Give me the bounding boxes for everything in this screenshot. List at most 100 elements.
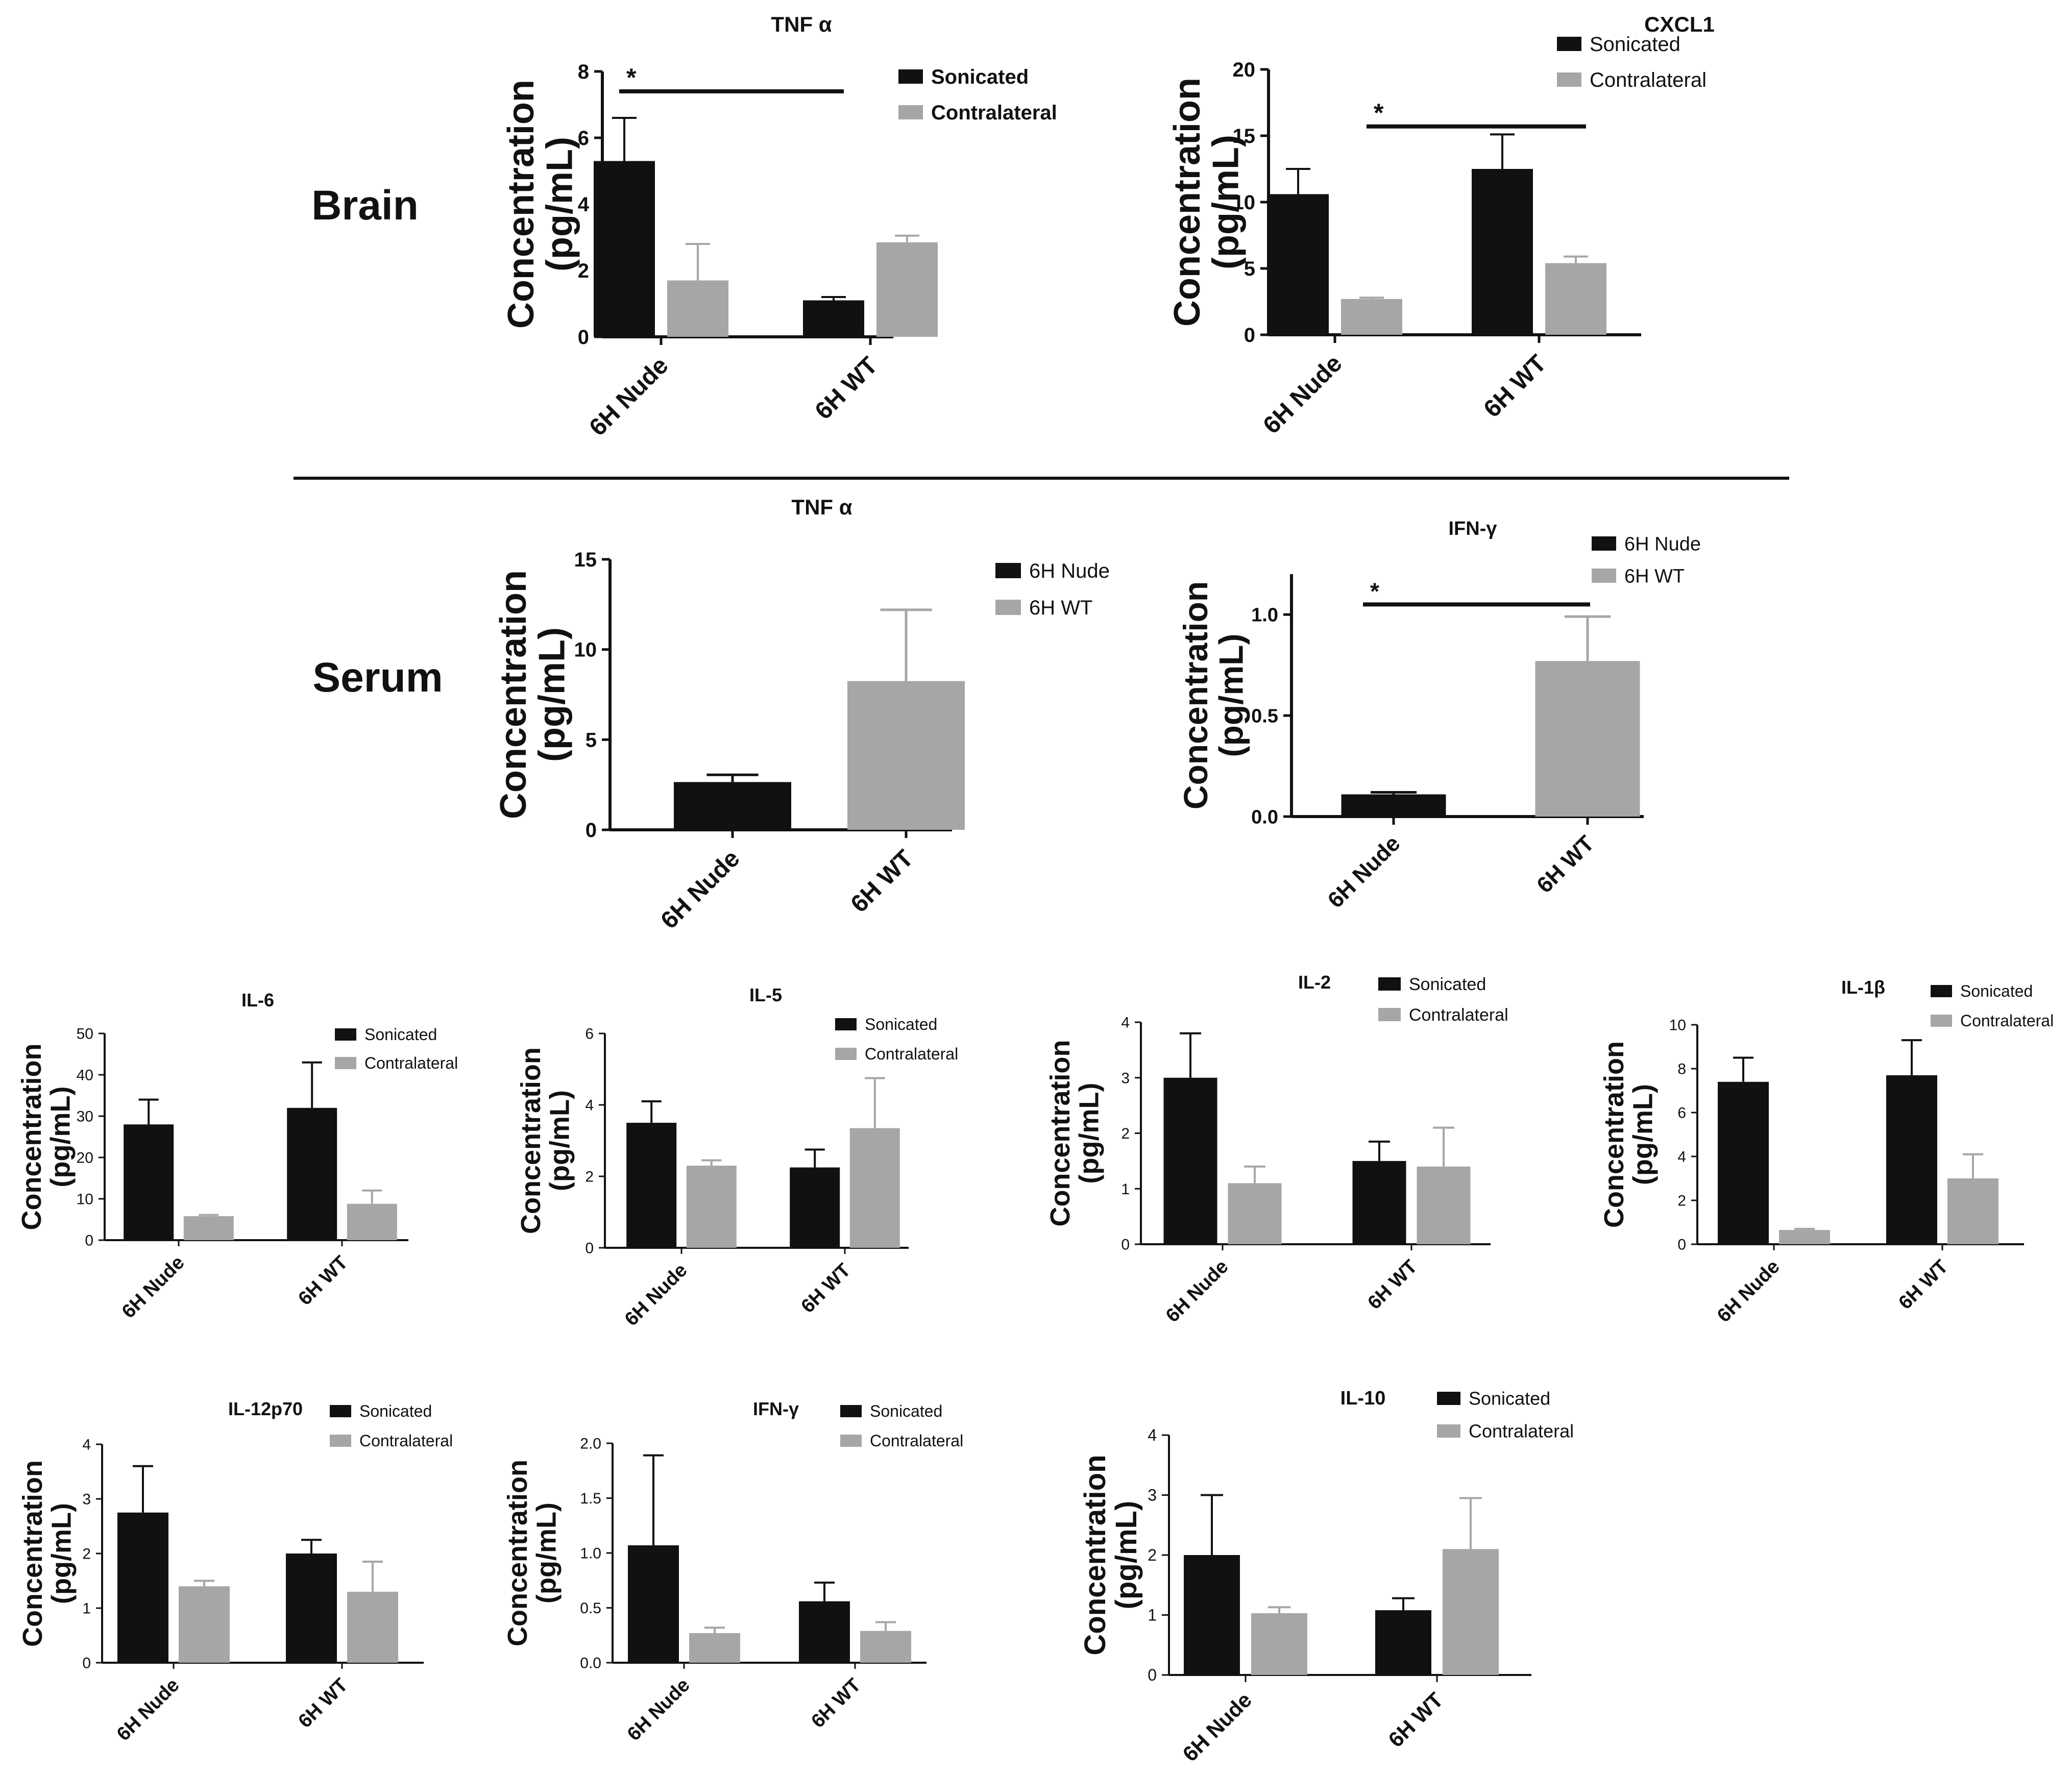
y-tick-label: 0 xyxy=(1244,324,1255,347)
x-tick-label: 6H Nude xyxy=(1713,1256,1784,1327)
y-tick-label: 0 xyxy=(1121,1237,1130,1253)
bar-6h-nude xyxy=(1341,794,1446,817)
y-tick-label: 4 xyxy=(585,1097,594,1114)
legend-label: Contralateral xyxy=(364,1054,458,1072)
legend-swatch-sonicated xyxy=(1437,1392,1460,1405)
y-tick-label: 10 xyxy=(574,639,597,661)
bar-sonicated-6h-nude xyxy=(117,1512,168,1663)
y-tick-label: 8 xyxy=(578,61,589,83)
y-tick-label: 2 xyxy=(1677,1193,1686,1210)
bar-contralateral-6h-wt xyxy=(347,1591,398,1663)
chart-title: IL-12p70 xyxy=(228,1398,303,1419)
legend-label: Contralateral xyxy=(870,1432,963,1450)
y-tick-label: 0 xyxy=(1677,1237,1686,1253)
bar-sonicated-6h-wt xyxy=(287,1107,337,1240)
bar-sonicated-6h-nude xyxy=(626,1123,677,1248)
y-axis-label-line: Concentration xyxy=(501,80,542,329)
legend-label: Sonicated xyxy=(1960,982,2033,1000)
y-tick-label: 3 xyxy=(1121,1070,1130,1087)
y-axis-label-line: (pg/mL) xyxy=(1212,634,1250,757)
bar-sonicated-6h-wt xyxy=(790,1167,840,1248)
y-tick-label: 15 xyxy=(574,549,597,571)
significance-star: * xyxy=(1374,98,1384,127)
legend-swatch-sonicated xyxy=(1378,977,1401,991)
y-tick-label: 4 xyxy=(1148,1426,1157,1444)
bar-contralateral-6h-nude xyxy=(1341,299,1402,335)
y-axis-label: Concentration(pg/mL) xyxy=(1599,1041,1659,1228)
y-axis-label-line: (pg/mL) xyxy=(1206,135,1247,269)
y-tick-label: 5 xyxy=(1244,258,1255,280)
y-axis-label: Concentration(pg/mL) xyxy=(1079,1454,1143,1655)
legend-label: Sonicated xyxy=(865,1015,937,1033)
legend-label: Sonicated xyxy=(931,66,1029,88)
chart-title: IFN-γ xyxy=(753,1398,799,1419)
y-tick-label: 40 xyxy=(77,1067,93,1084)
y-axis-label: Concentration(pg/mL) xyxy=(17,1460,77,1647)
y-tick-label: 0 xyxy=(578,326,589,349)
y-tick-label: 1 xyxy=(1148,1606,1157,1624)
y-tick-label: 4 xyxy=(1677,1149,1686,1166)
chart-title: IL-1β xyxy=(1841,977,1885,998)
legend-swatch-contralateral xyxy=(1931,1015,1952,1027)
legend-label: 6H WT xyxy=(1624,565,1685,587)
legend-label: Sonicated xyxy=(364,1025,437,1044)
x-tick-label: 6H WT xyxy=(1383,1688,1448,1752)
bar-contralateral-6h-wt xyxy=(347,1203,397,1240)
legend-swatch-6h-wt xyxy=(995,600,1021,615)
chart-title: TNF α xyxy=(791,495,852,519)
bar-6h-wt xyxy=(1535,661,1640,817)
x-tick-label: 6H WT xyxy=(810,352,883,425)
y-axis-label-line: (pg/mL) xyxy=(1628,1084,1659,1185)
x-tick-label: 6H Nude xyxy=(1258,350,1347,439)
chart-ifng: 0.0 0.5 1.0 1.5 2.0 6H Nude 6H WT Concentration… xyxy=(502,1398,963,1745)
x-tick-label: 6H Nude xyxy=(623,1674,694,1745)
y-axis-label-line: Concentration xyxy=(1167,78,1208,327)
y-tick-label: 1 xyxy=(82,1600,91,1617)
y-tick-label: 3 xyxy=(82,1491,91,1508)
y-tick-label: 20 xyxy=(1233,59,1256,81)
legend-label: Contralateral xyxy=(1409,1005,1508,1025)
chart-il10: 0 1 2 3 4 6H Nude 6H WT Concentration(pg/mL) IL-… xyxy=(1079,1388,1574,1766)
chart-il12p70: 0 1 2 3 4 6H Nude 6H WT Concentration(pg/mL) IL-… xyxy=(17,1398,453,1745)
legend-label: Contralateral xyxy=(1590,69,1707,91)
legend-label: Contralateral xyxy=(1469,1421,1574,1442)
x-tick-label: 6H WT xyxy=(807,1674,865,1732)
y-tick-label: 20 xyxy=(77,1150,93,1167)
legend-label: 6H WT xyxy=(1029,597,1092,619)
bar-sonicated-6h-nude xyxy=(628,1545,679,1663)
y-tick-label: 1 xyxy=(1121,1181,1130,1198)
y-axis-label-line: (pg/mL) xyxy=(45,1087,76,1188)
x-tick-label: 6H WT xyxy=(797,1260,855,1317)
y-axis-label: Concentration(pg/mL) xyxy=(1045,1040,1105,1226)
legend-label: Contralateral xyxy=(865,1045,958,1063)
y-tick-label: 5 xyxy=(586,729,597,751)
y-tick-label: 1.5 xyxy=(580,1490,601,1507)
significance-star: * xyxy=(626,63,637,92)
y-axis-label: Concentration(pg/mL) xyxy=(16,1043,76,1230)
legend-label: Sonicated xyxy=(359,1402,432,1420)
legend-swatch-contralateral xyxy=(1557,72,1581,87)
y-axis-label-line: (pg/mL) xyxy=(1074,1083,1105,1184)
y-axis-label-line: (pg/mL) xyxy=(1110,1501,1143,1610)
bar-contralateral-6h-wt xyxy=(1947,1178,1998,1244)
y-tick-label: 1.0 xyxy=(580,1545,601,1562)
legend-swatch-contralateral xyxy=(840,1435,862,1447)
legend-swatch-6h-nude xyxy=(995,563,1021,578)
chart-brain-cxcl1: 0 5 10 15 20 6H Nude 6H WT Concentration(pg/mL)… xyxy=(1167,12,1715,439)
y-axis-label-line: (pg/mL) xyxy=(46,1503,77,1604)
y-tick-label: 30 xyxy=(77,1108,93,1125)
legend-label: 6H Nude xyxy=(1029,560,1110,582)
legend-label: Sonicated xyxy=(1469,1388,1550,1409)
legend-swatch-sonicated xyxy=(335,1028,356,1041)
y-tick-label: 1.0 xyxy=(1251,604,1278,626)
x-tick-label: 6H WT xyxy=(846,845,919,918)
bar-sonicated-6h-nude xyxy=(1267,194,1329,335)
y-tick-label: 0.5 xyxy=(580,1600,601,1617)
y-axis-label: Concentration(pg/mL) xyxy=(1167,78,1247,327)
chart-brain-tnfa: 0 2 4 6 8 6H Nude 6H WT Concentration(pg/mL) TNF… xyxy=(501,12,1057,441)
chart-il6: 0 10 20 30 40 50 6H Nude 6H WT Concentration(pg/… xyxy=(16,990,458,1323)
chart-title: CXCL1 xyxy=(1644,12,1715,36)
chart-title: IL-2 xyxy=(1298,972,1331,993)
bar-contralateral-6h-nude xyxy=(667,280,728,337)
bar-sonicated-6h-nude xyxy=(124,1124,174,1240)
